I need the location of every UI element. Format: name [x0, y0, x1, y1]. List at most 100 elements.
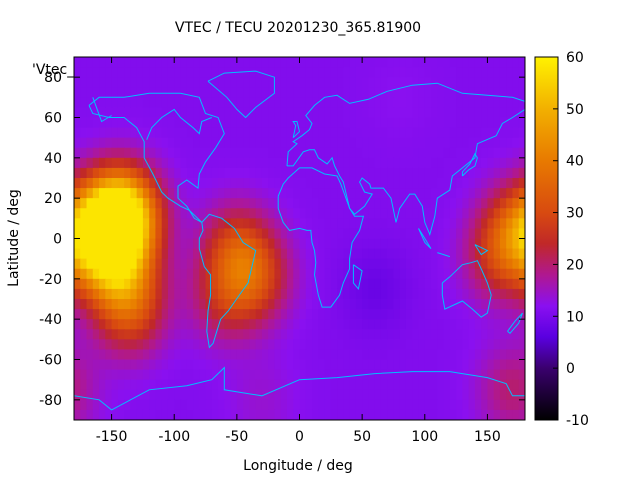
heat-cell [224, 309, 232, 320]
heat-cell [343, 117, 351, 129]
heat-cell [305, 399, 313, 411]
heat-cell [268, 389, 276, 401]
heat-cell [224, 188, 232, 199]
heat-cell [324, 67, 332, 78]
heat-cell [362, 238, 369, 250]
heat-cell [449, 349, 457, 361]
heat-cell [167, 188, 175, 199]
heat-cell [86, 127, 94, 139]
heat-cell [368, 117, 376, 129]
heat-cell [474, 409, 482, 420]
heat-cell [518, 329, 525, 340]
heat-cell [255, 248, 263, 260]
heat-cell [481, 97, 489, 109]
heat-cell [318, 127, 326, 139]
heat-cell [393, 359, 401, 371]
heat-cell [312, 409, 319, 420]
heat-cell [318, 157, 326, 169]
heat-cell [437, 117, 445, 129]
heat-cell [468, 87, 476, 98]
heat-cell [174, 107, 182, 119]
heat-cell [362, 379, 369, 391]
heat-cell [111, 319, 119, 330]
heat-cell [243, 399, 250, 411]
heat-cell [399, 258, 407, 270]
heat-cell [380, 107, 388, 119]
heat-cell [499, 127, 507, 139]
heat-cell [493, 369, 501, 381]
heat-cell [293, 278, 301, 290]
heat-cell [105, 359, 113, 371]
heat-cell [443, 87, 451, 98]
heat-cell [412, 319, 420, 330]
heat-cell [255, 57, 263, 68]
heat-cell [142, 117, 150, 129]
heat-cell [218, 399, 225, 411]
heat-cell [199, 208, 207, 219]
heat-cell [437, 319, 445, 330]
heat-cell [481, 208, 489, 219]
heat-cell [330, 147, 338, 159]
heat-cell [224, 137, 232, 149]
heat-cell [487, 198, 495, 209]
heat-cell [149, 77, 157, 88]
heat-cell [343, 228, 351, 240]
heat-cell [349, 117, 357, 129]
heat-cell [418, 288, 426, 300]
heat-cell [506, 238, 514, 250]
heat-cell [312, 228, 319, 240]
heat-cell [312, 299, 319, 310]
heat-cell [86, 389, 94, 401]
heat-cell [74, 359, 81, 371]
heat-cell [117, 339, 125, 351]
heat-cell [418, 67, 426, 78]
heat-cell [92, 329, 100, 340]
heat-cell [255, 278, 263, 290]
heat-cell [412, 309, 420, 320]
heat-cell [380, 218, 388, 230]
heat-cell [424, 399, 432, 411]
heat-cell [218, 57, 225, 68]
heat-cell [405, 198, 413, 209]
heat-cell [86, 238, 94, 250]
heat-cell [80, 238, 88, 250]
heat-cell [230, 369, 238, 381]
heat-cell [224, 208, 232, 219]
heat-cell [74, 329, 81, 340]
heat-cell [462, 329, 470, 340]
heat-cell [349, 288, 357, 300]
heat-cell [86, 369, 94, 381]
heat-cell [374, 389, 382, 401]
heat-cell [74, 117, 81, 129]
heat-cell [462, 379, 470, 391]
heat-cell [117, 57, 125, 68]
heat-cell [330, 167, 338, 179]
heat-cell [280, 359, 288, 371]
heat-cell [462, 278, 470, 290]
heat-cell [161, 178, 169, 189]
heat-cell [499, 77, 507, 88]
heat-cell [117, 359, 125, 371]
heat-cell [330, 359, 338, 371]
heat-cell [186, 278, 194, 290]
heat-cell [512, 178, 520, 189]
heat-cell [474, 339, 482, 351]
heat-cell [124, 258, 131, 270]
heat-cell [293, 299, 301, 310]
heat-cell [255, 77, 263, 88]
heat-cell [387, 258, 395, 270]
heat-cell [180, 278, 188, 290]
heat-cell [343, 57, 351, 68]
heat-cell [255, 288, 263, 300]
heat-cell [205, 389, 213, 401]
heat-cell [236, 228, 244, 240]
heat-cell [431, 218, 438, 230]
heat-cell [418, 198, 426, 209]
heat-cell [462, 198, 470, 209]
heat-cell [405, 107, 413, 119]
heat-cell [130, 127, 138, 139]
heat-cell [86, 248, 94, 260]
heat-cell [199, 288, 207, 300]
heat-cell [293, 147, 301, 159]
heat-cell [412, 147, 420, 159]
